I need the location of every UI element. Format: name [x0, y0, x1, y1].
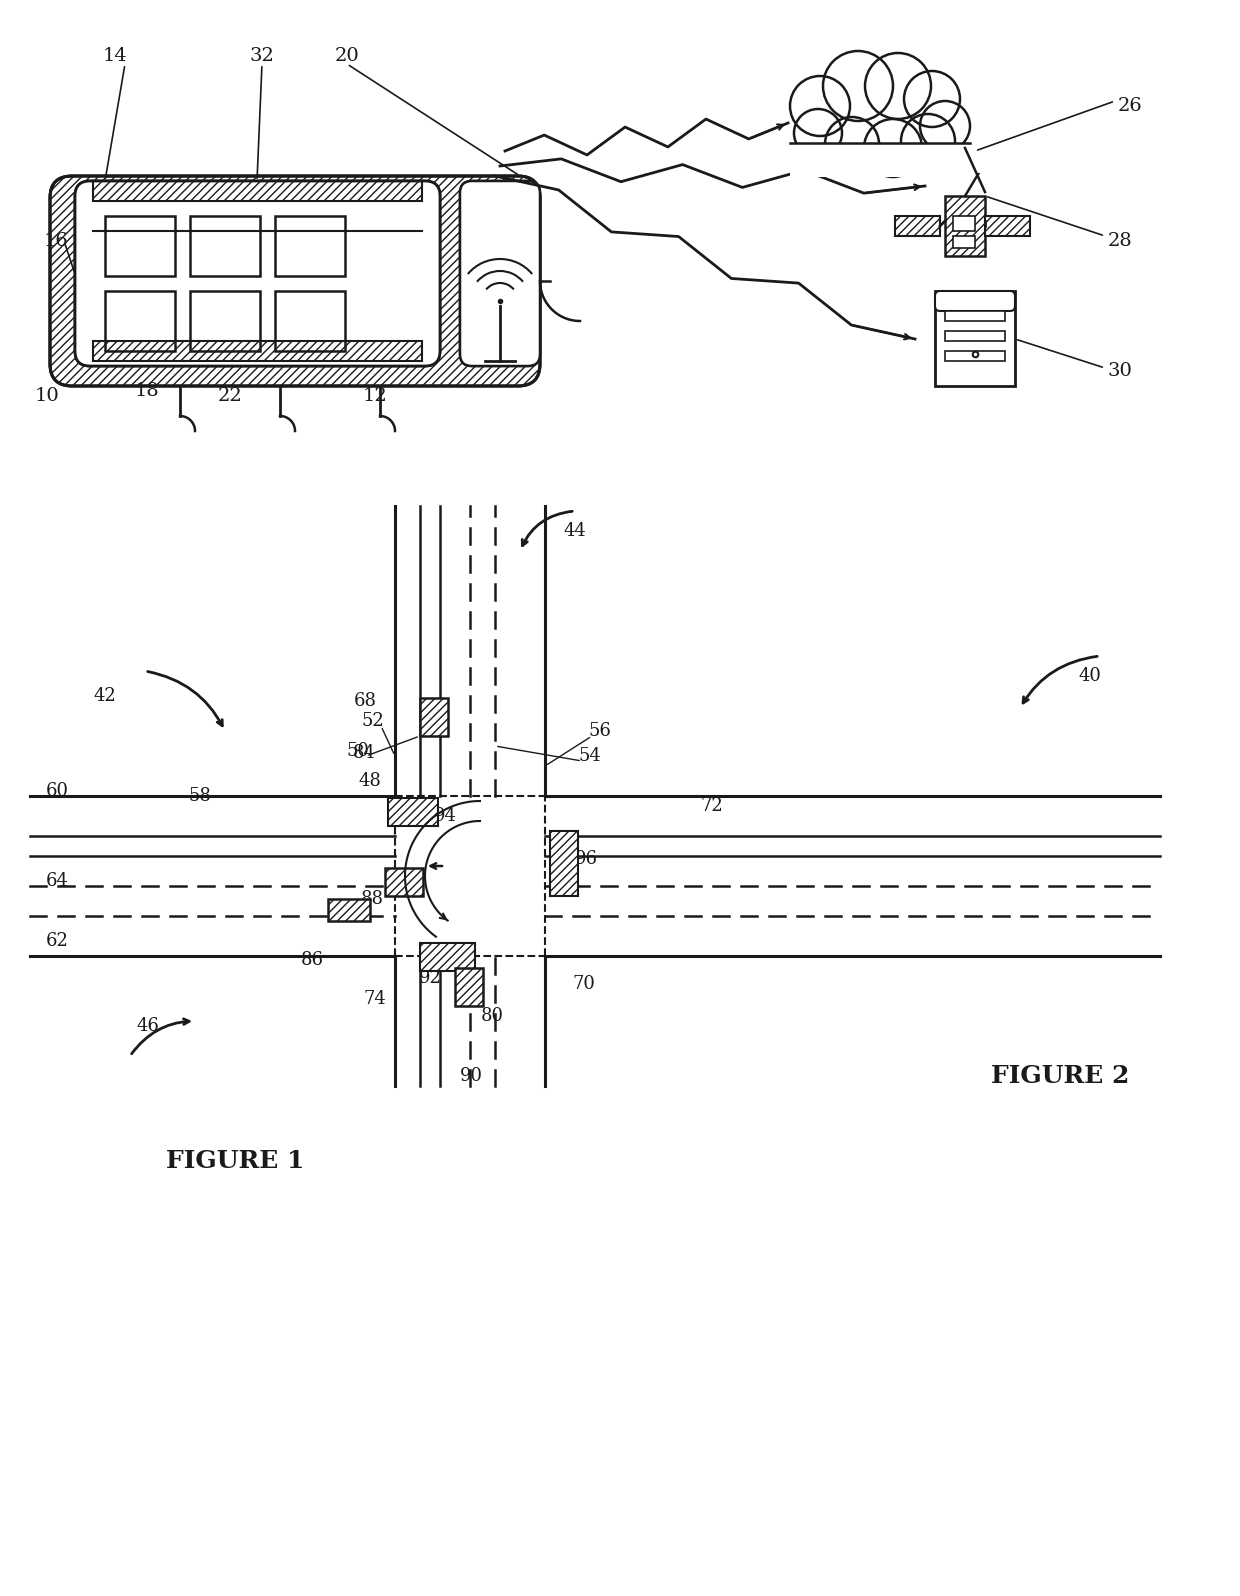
Text: 50: 50 [346, 742, 370, 760]
Text: 26: 26 [1117, 97, 1142, 115]
Bar [790, 144, 970, 177]
Bar [954, 215, 975, 231]
Text: 84: 84 [352, 744, 376, 761]
Text: 86: 86 [300, 951, 324, 969]
Text: 94: 94 [434, 808, 456, 825]
Text: 16: 16 [43, 231, 68, 251]
Text: 96: 96 [574, 851, 598, 868]
Text: 72: 72 [701, 796, 723, 816]
FancyBboxPatch shape [74, 180, 440, 365]
Bar [551, 832, 578, 895]
Text: 74: 74 [363, 990, 387, 1009]
Bar [105, 215, 175, 276]
Bar [420, 943, 475, 970]
Bar [945, 351, 1004, 361]
Circle shape [901, 113, 955, 168]
Bar [190, 290, 260, 351]
Text: 56: 56 [589, 721, 611, 741]
FancyBboxPatch shape [50, 176, 539, 386]
Text: 22: 22 [218, 386, 242, 405]
Text: 58: 58 [188, 787, 212, 804]
Circle shape [790, 77, 849, 136]
Text: 44: 44 [564, 522, 587, 539]
Text: 88: 88 [361, 891, 383, 908]
Text: 30: 30 [1107, 362, 1132, 380]
Bar [945, 330, 1004, 342]
Text: 70: 70 [573, 975, 595, 993]
Bar [384, 868, 423, 895]
Text: 14: 14 [103, 46, 128, 65]
Bar [945, 311, 1004, 321]
Text: FIGURE 2: FIGURE 2 [991, 1065, 1130, 1088]
Bar [93, 342, 422, 361]
Text: 12: 12 [362, 386, 387, 405]
Circle shape [866, 53, 931, 120]
Bar [329, 899, 370, 921]
Polygon shape [30, 796, 1159, 956]
Text: 28: 28 [1107, 231, 1132, 251]
Text: 20: 20 [335, 46, 360, 65]
Circle shape [825, 117, 879, 171]
Bar [275, 290, 345, 351]
Text: 42: 42 [94, 686, 117, 705]
Bar [895, 215, 940, 236]
Bar [93, 180, 422, 201]
Bar [455, 969, 484, 1005]
Text: 40: 40 [1079, 667, 1101, 685]
Text: 18: 18 [135, 381, 160, 401]
Circle shape [864, 120, 923, 177]
Bar [388, 798, 438, 827]
Text: 68: 68 [353, 693, 377, 710]
Text: 52: 52 [362, 712, 384, 729]
Bar [945, 196, 985, 255]
Bar [105, 290, 175, 351]
Text: 46: 46 [136, 1017, 160, 1034]
Bar [420, 697, 448, 736]
Polygon shape [396, 506, 546, 1085]
Circle shape [794, 109, 842, 156]
Text: 64: 64 [46, 871, 68, 891]
Bar [985, 215, 1030, 236]
Circle shape [972, 156, 988, 172]
Bar [954, 236, 975, 247]
Circle shape [904, 70, 960, 128]
Bar [935, 290, 1016, 386]
Bar [190, 215, 260, 276]
Text: 62: 62 [46, 932, 68, 950]
Text: FIGURE 1: FIGURE 1 [166, 1149, 304, 1173]
FancyBboxPatch shape [935, 290, 1016, 311]
Text: 60: 60 [46, 782, 68, 800]
Text: 24: 24 [477, 247, 502, 265]
Text: 32: 32 [249, 46, 274, 65]
Text: 92: 92 [419, 969, 441, 986]
Bar [93, 201, 422, 342]
Text: 48: 48 [358, 772, 382, 790]
Text: 90: 90 [460, 1068, 482, 1085]
Circle shape [823, 51, 893, 121]
Text: 80: 80 [481, 1007, 503, 1025]
FancyBboxPatch shape [460, 180, 539, 365]
Bar [275, 215, 345, 276]
Circle shape [920, 101, 970, 152]
Text: 10: 10 [35, 386, 60, 405]
Text: 54: 54 [579, 747, 601, 764]
